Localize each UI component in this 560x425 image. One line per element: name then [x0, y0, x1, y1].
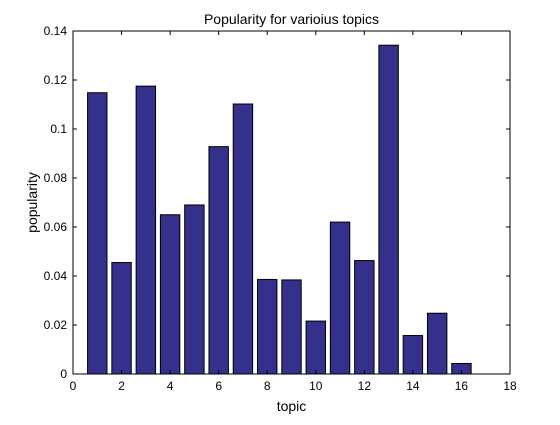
bar-topic-7	[232, 103, 254, 375]
bar-topic-13	[378, 44, 399, 375]
bar-topic-12	[354, 260, 375, 375]
plot-frame	[72, 30, 511, 375]
x-tick-label: 16	[455, 379, 469, 393]
y-tick-label: 0.02	[44, 318, 68, 332]
bar-topic-1	[87, 92, 108, 375]
x-axis-ticks: 0 2 4 6 8 10 12 14 16 18	[70, 31, 517, 393]
x-tick-label: 10	[309, 379, 323, 393]
chart-title: Popularity for varioius topics	[204, 11, 379, 27]
bar-topic-4	[159, 214, 181, 375]
x-tick-label: 6	[215, 379, 222, 393]
x-tick-label: 2	[118, 379, 125, 393]
x-tick-label: 12	[358, 379, 372, 393]
bar-topic-14	[402, 335, 424, 375]
bar-topic-10	[305, 320, 326, 375]
bar-topic-9	[281, 279, 302, 375]
x-tick-label: 18	[503, 379, 517, 393]
y-tick-label: 0.08	[44, 171, 68, 185]
bar-topic-2	[111, 262, 132, 375]
x-tick-label: 4	[167, 379, 174, 393]
x-tick-label: 14	[406, 379, 420, 393]
y-tick-label: 0	[60, 367, 67, 381]
y-tick-label: 0.1	[50, 122, 67, 136]
x-axis-label: topic	[277, 398, 307, 414]
bar-topic-5	[184, 204, 205, 375]
bar-topic-8	[257, 278, 278, 375]
bar-topic-11	[329, 221, 351, 375]
bar-topic-6	[208, 146, 229, 375]
y-tick-label: 0.12	[44, 73, 68, 87]
x-tick-label: 8	[264, 379, 271, 393]
bar-series	[87, 44, 472, 375]
y-tick-label: 0.06	[44, 220, 68, 234]
bar-topic-15	[426, 312, 448, 375]
x-tick-label: 0	[70, 379, 77, 393]
y-tick-label: 0.04	[44, 269, 68, 283]
bar-topic-3	[135, 85, 157, 375]
y-tick-label: 0.14	[44, 24, 68, 38]
y-axis-ticks: 0 0.02 0.04 0.06 0.08 0.1 0.12 0.14	[44, 24, 510, 381]
y-axis-label: popularity	[24, 172, 40, 233]
